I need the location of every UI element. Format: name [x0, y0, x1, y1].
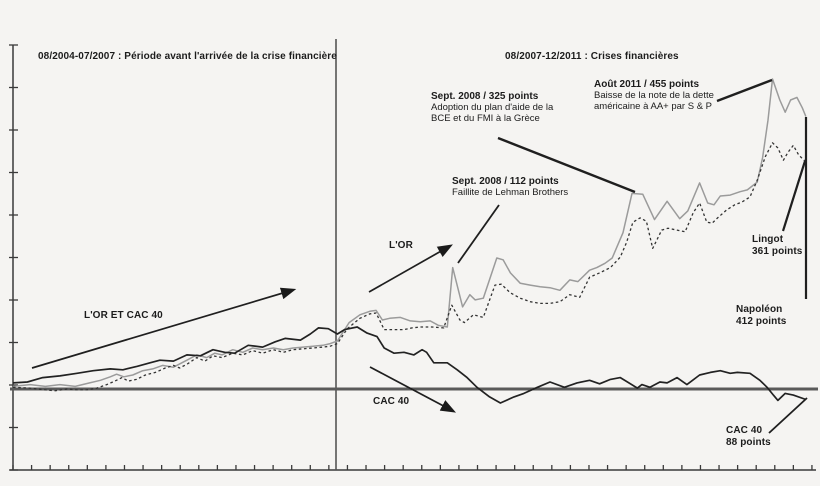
- label-or: L'OR: [389, 240, 413, 251]
- annotation-sept2008-325-line2: BCE et du FMI à la Grèce: [431, 113, 540, 124]
- period1-label: 08/2004-07/2007 : Période avant l'arrivé…: [38, 51, 337, 62]
- connector-lingot: [781, 160, 807, 232]
- arrow-cac40-trend: [369, 366, 457, 413]
- annotation-lines: [31, 78, 808, 434]
- series-cac40: [12, 326, 807, 404]
- arrow-or-trend: [368, 244, 453, 293]
- period2-label: 08/2007-12/2011 : Crises financières: [505, 51, 679, 62]
- annotation-sept2008-325-title: Sept. 2008 / 325 points: [431, 91, 539, 102]
- label-napoleon: Napoléon 412 points: [736, 304, 786, 328]
- arrow-or-et-cac40-trend: [31, 287, 297, 369]
- connector-sept2008-112: [457, 204, 500, 264]
- annotation-sept2008-112-line1: Faillite de Lehman Brothers: [452, 187, 569, 198]
- series-or-napoleon: [12, 78, 807, 388]
- label-cac40-end: CAC 40 88 points: [726, 425, 771, 449]
- label-lingot-name: Lingot: [752, 234, 784, 245]
- connector-cac40-88: [768, 397, 808, 434]
- annotation-aout2011-455-line1: Baisse de la note de la dette: [594, 90, 714, 101]
- label-cac40-end-value: 88 points: [726, 437, 771, 448]
- annotation-sept2008-325: Sept. 2008 / 325 points Adoption du plan…: [431, 91, 553, 124]
- label-napoleon-value: 412 points: [736, 316, 787, 327]
- label-cac40-end-name: CAC 40: [726, 425, 763, 436]
- annotation-sept2008-112: Sept. 2008 / 112 points Faillite de Lehm…: [452, 176, 568, 198]
- connector-sept2008-325: [497, 136, 636, 194]
- label-lingot: Lingot 361 points: [752, 234, 802, 258]
- annotation-aout2011-455-line2: américaine à AA+ par S & P: [594, 101, 713, 112]
- annotation-aout2011-455-title: Août 2011 / 455 points: [594, 79, 700, 90]
- label-lingot-value: 361 points: [752, 246, 803, 257]
- label-cac40-mid: CAC 40: [373, 396, 410, 407]
- label-napoleon-name: Napoléon: [736, 304, 783, 315]
- annotation-sept2008-112-title: Sept. 2008 / 112 points: [452, 176, 559, 187]
- annotation-sept2008-325-line1: Adoption du plan d'aide de la: [431, 102, 554, 113]
- connector-aout2011-455: [716, 78, 773, 103]
- series-or-lingot: [12, 142, 806, 392]
- annotation-aout2011-455: Août 2011 / 455 points Baisse de la note…: [594, 79, 714, 112]
- label-or-et-cac40: L'OR ET CAC 40: [84, 310, 163, 321]
- x-axis-ticks: [12, 465, 813, 470]
